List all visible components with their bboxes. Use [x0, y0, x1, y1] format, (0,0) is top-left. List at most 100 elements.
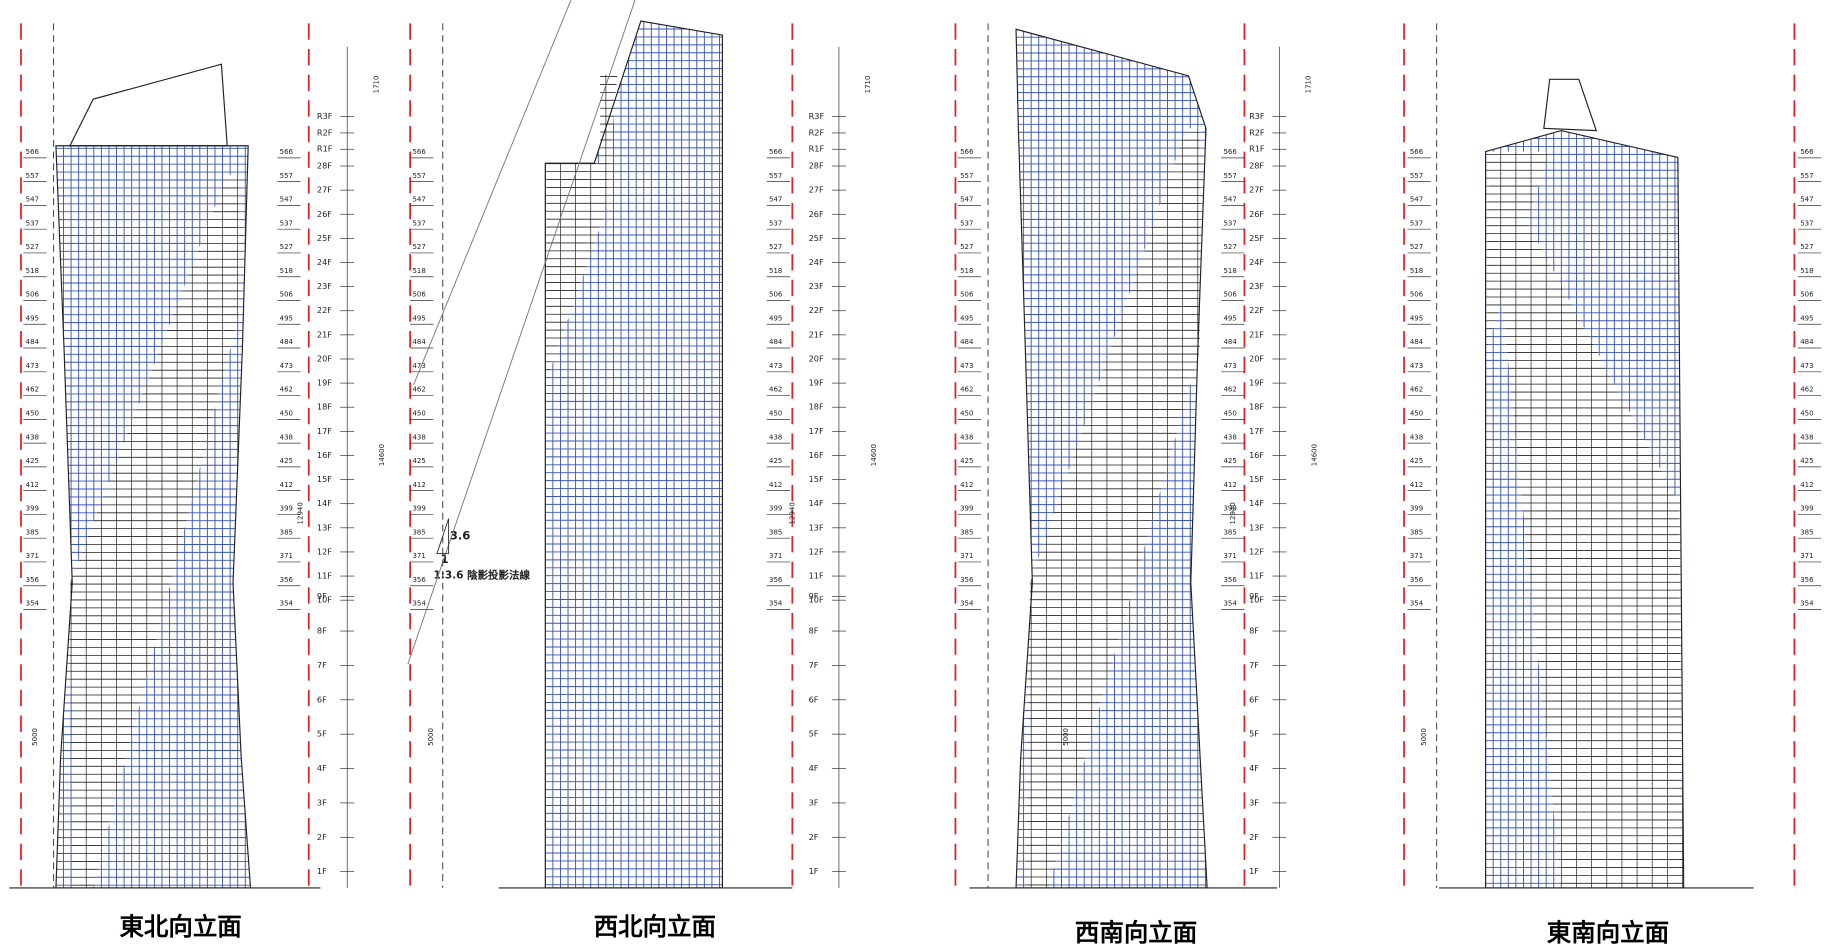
level-label: 371: [769, 552, 782, 560]
floor-label: 12F: [809, 546, 824, 556]
floor-label: 8F: [1249, 626, 1259, 636]
level-label: 438: [769, 433, 782, 441]
level-label: 462: [1223, 386, 1236, 394]
floor-label: 13F: [317, 522, 332, 532]
level-label: 354: [26, 600, 40, 608]
level-label: 557: [1800, 172, 1813, 180]
floor-label: 25F: [809, 233, 824, 243]
level-label: 399: [412, 505, 425, 513]
level-label: 450: [1800, 410, 1813, 418]
level-label: 495: [280, 314, 293, 322]
level-label: 527: [280, 243, 293, 251]
floor-label: 25F: [317, 233, 332, 243]
elevation: 354 354 356 356 371 371 385 385 399 399 412 412 425 4…: [1403, 23, 1822, 889]
level-label: 566: [280, 148, 293, 156]
level-label: 484: [1800, 338, 1814, 346]
floor-label: R3F: [1249, 111, 1265, 121]
level-label: 527: [1223, 243, 1236, 251]
floor-label: 27F: [317, 185, 332, 195]
level-label: 473: [26, 362, 39, 370]
level-label: 371: [1410, 552, 1423, 560]
floor-label: 21F: [317, 329, 332, 339]
floor-label: 15F: [809, 474, 824, 484]
floor-label: 2F: [809, 832, 819, 842]
elevation: 354 354 356 356 371 371 385 385 399 399 412 412 425 4…: [409, 20, 878, 889]
level-label: 412: [412, 481, 425, 489]
floor-label: 2F: [317, 832, 327, 842]
floor-label: 23F: [317, 281, 332, 291]
level-label: 547: [1410, 196, 1423, 204]
floor-label: 19F: [1249, 378, 1264, 388]
level-label: 462: [769, 386, 782, 394]
floor-label: R1F: [809, 144, 825, 154]
level-label: 527: [769, 243, 782, 251]
level-label: 495: [769, 314, 782, 322]
level-label: 450: [280, 410, 293, 418]
floor-label: 5F: [809, 729, 819, 739]
floor-label: R2F: [809, 127, 825, 137]
floor-label: R1F: [317, 144, 333, 154]
level-label: 537: [1410, 219, 1423, 227]
floor-label: 14F: [317, 498, 332, 508]
level-label: 547: [1800, 196, 1813, 204]
elevation: 354 354 356 356 371 371 385 385 399 399 412 412 425 4…: [9, 23, 386, 889]
floor-label: R1F: [1249, 144, 1265, 154]
floor-label: 14F: [1249, 498, 1264, 508]
facade-grid: [545, 21, 723, 888]
level-label: 371: [1800, 552, 1813, 560]
floor-label: 26F: [1249, 209, 1264, 219]
floor-label: 24F: [809, 257, 824, 267]
level-label: 495: [1223, 314, 1236, 322]
level-label: 385: [1223, 528, 1236, 536]
ratio-label: 3.6: [450, 529, 471, 543]
level-label: 537: [412, 219, 425, 227]
level-label: 518: [412, 267, 425, 275]
projection-line: [413, 0, 572, 385]
floor-label: 7F: [1249, 660, 1259, 670]
level-label: 425: [960, 457, 973, 465]
level-label: 473: [412, 362, 425, 370]
level-label: 412: [1410, 481, 1423, 489]
floor-label: 20F: [1249, 353, 1264, 363]
level-label: 547: [1223, 196, 1236, 204]
floor-label: 9F: [809, 591, 819, 601]
dimension: 14600: [378, 444, 386, 466]
dimension: 1710: [1304, 76, 1312, 94]
floor-label: 15F: [317, 474, 332, 484]
caption: 東南向立面: [1547, 918, 1669, 947]
level-label: 385: [26, 528, 39, 536]
level-label: 462: [26, 386, 39, 394]
level-label: 425: [280, 457, 293, 465]
level-label: 425: [26, 457, 39, 465]
level-label: 506: [1223, 291, 1236, 299]
floor-label: 4F: [317, 763, 327, 773]
floor-label: 6F: [317, 694, 327, 704]
level-label: 506: [960, 291, 973, 299]
floor-label: 27F: [1249, 185, 1264, 195]
floor-label: 10F: [317, 595, 332, 605]
level-label: 425: [1223, 457, 1236, 465]
level-label: 547: [412, 196, 425, 204]
level-label: 354: [280, 600, 294, 608]
level-label: 438: [280, 433, 293, 441]
floor-label: 14F: [809, 498, 824, 508]
level-label: 399: [960, 505, 973, 513]
floor-label: 22F: [809, 305, 824, 315]
floor-label: 17F: [1249, 426, 1264, 436]
annotation: 1:3.6 陰影投影法線: [433, 569, 530, 582]
unit-label: 1: [440, 552, 448, 566]
dimension: 1710: [372, 76, 380, 94]
caption: 東北向立面: [119, 912, 241, 941]
projection-line: [407, 0, 636, 665]
roof-feature: [1543, 78, 1598, 132]
floor-label: 24F: [317, 257, 332, 267]
floor-label: 7F: [809, 660, 819, 670]
level-label: 473: [280, 362, 293, 370]
level-label: 450: [1223, 410, 1236, 418]
level-label: 438: [1410, 433, 1423, 441]
level-label: 399: [26, 505, 39, 513]
level-label: 566: [1410, 148, 1423, 156]
level-label: 537: [1223, 219, 1236, 227]
floor-label: 10F: [809, 595, 824, 605]
level-label: 473: [1223, 362, 1236, 370]
